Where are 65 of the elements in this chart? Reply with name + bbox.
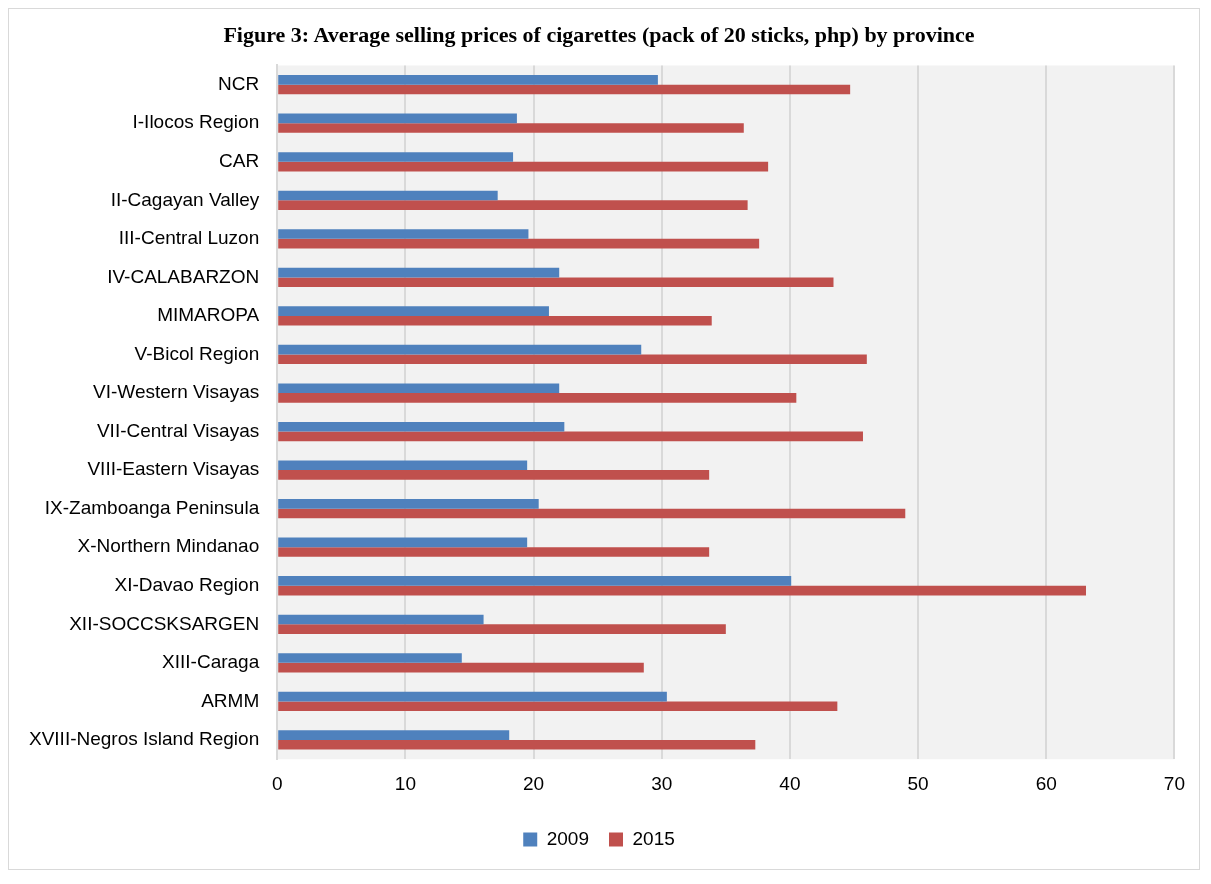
bar (278, 267, 560, 278)
x-tick-label: 50 (907, 772, 929, 794)
y-tick-label: IX-Zamboanga Peninsula (44, 496, 260, 518)
legend-label: 2009 (546, 827, 590, 849)
bar (278, 113, 517, 124)
bar (278, 315, 712, 326)
bar (278, 585, 1086, 596)
y-tick-label: I-Ilocos Region (132, 111, 260, 133)
bar (278, 460, 528, 471)
y-tick-label: NCR (218, 72, 260, 94)
y-tick-label: VII-Central Visayas (96, 419, 260, 441)
x-tick-label: 0 (271, 772, 283, 794)
bar (278, 576, 792, 586)
bar (278, 421, 565, 432)
bar (278, 200, 748, 210)
y-tick-label: X-Northern Mindanao (77, 535, 260, 557)
bar (278, 508, 906, 519)
bar (278, 75, 658, 85)
bar (278, 499, 539, 509)
y-tick-label: XI-Davao Region (114, 573, 260, 595)
y-tick-label: XVIII-Negros Island Region (28, 728, 260, 750)
y-tick-label: IV-CALABARZON (107, 265, 260, 287)
x-tick-label: 40 (779, 772, 801, 794)
chart-title: Figure 3: Average selling prices of cigarettes (pack of 20 sticks, php) by province (223, 21, 975, 47)
bar (278, 739, 756, 750)
bar (278, 547, 710, 557)
bar (278, 383, 560, 394)
y-tick-label: V-Bicol Region (134, 342, 260, 364)
bar (278, 229, 529, 239)
legend-label: 2015 (632, 827, 675, 849)
x-tick-label: 60 (1035, 772, 1057, 794)
x-tick-label: 30 (651, 772, 673, 794)
bar (278, 431, 863, 442)
bar (278, 238, 760, 249)
x-tick-label: 70 (1163, 772, 1185, 794)
bar (278, 306, 549, 316)
bar (278, 730, 510, 740)
bar (278, 190, 498, 201)
x-tick-label: 10 (394, 772, 416, 794)
bar (278, 470, 710, 480)
bar (278, 152, 514, 162)
y-tick-label: XIII-Caraga (162, 651, 260, 673)
bar (278, 123, 744, 133)
y-tick-label: MIMAROPA (157, 304, 260, 326)
y-tick-label: II-Cagayan Valley (110, 188, 260, 210)
x-tick-label: 20 (523, 772, 545, 794)
bar (278, 624, 726, 634)
bar (278, 691, 667, 702)
bar (278, 614, 484, 625)
bar (278, 84, 851, 95)
y-tick-label: CAR (219, 150, 260, 171)
bar (278, 701, 838, 712)
bar (278, 393, 797, 403)
bar (278, 344, 642, 355)
bar (278, 662, 644, 673)
y-tick-label: ARMM (201, 689, 260, 711)
bar (278, 354, 867, 365)
y-tick-label: VI-Western Visayas (93, 381, 260, 403)
bar (278, 277, 834, 288)
bar (278, 653, 462, 663)
bar (278, 161, 769, 172)
y-tick-label: VIII-Eastern Visayas (87, 458, 260, 480)
bar (278, 537, 528, 548)
y-tick-label: XII-SOCCSKSARGEN (69, 612, 260, 634)
y-tick-label: III-Central Luzon (118, 227, 260, 249)
